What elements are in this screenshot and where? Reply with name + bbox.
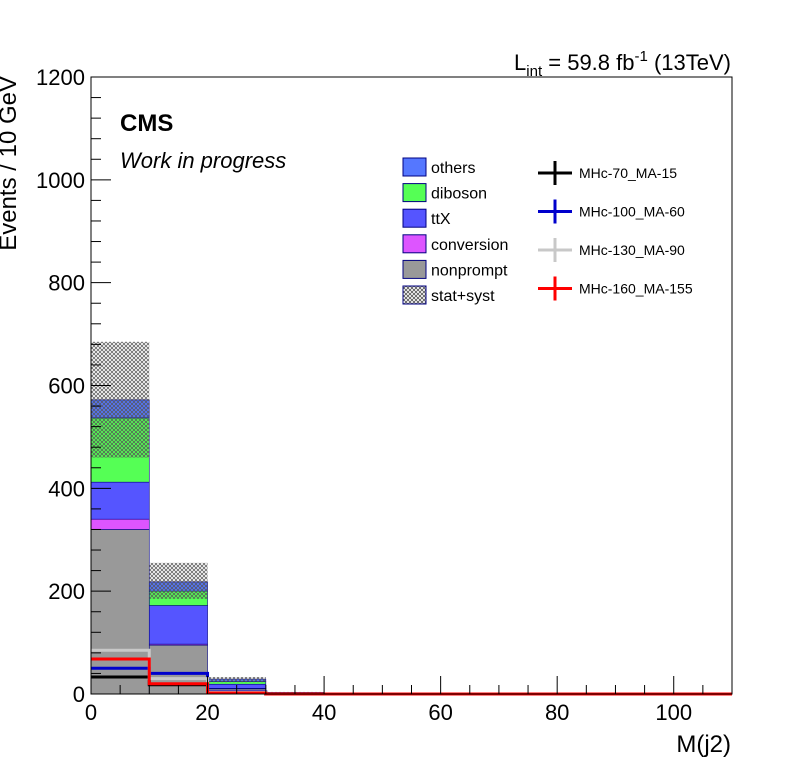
x-tick-label: 0 [85,700,97,725]
legend-swatch-diboson [402,183,427,203]
x-axis-title: M(j2) [676,731,731,758]
bar-ttx-bin-1 [148,605,208,645]
y-axis-title: Events / 10 GeV [0,76,22,251]
legend-label-ttx: ttX [431,211,451,228]
legend-label-mhc-100-ma-60: MHc-100_MA-60 [579,204,685,220]
legend-label-diboson: diboson [431,186,487,203]
legend-swatch-others [402,157,427,177]
y-tick-label: 1200 [36,65,85,90]
legend-swatch-ttx [402,208,427,228]
y-tick-label: 800 [48,271,85,296]
legend-label-mhc-160-ma-155: MHc-160_MA-155 [579,281,693,297]
bar-ttx-bin-0 [90,481,150,520]
legend-swatch-stat-syst [402,285,427,305]
uncertainty-bin-2 [207,677,266,683]
legend-swatch-conversion [402,234,427,254]
luminosity-label: Lint = 59.8 fb-1 (13TeV) [514,48,731,80]
axes: 0 200 400 600 800 1000 1200 0 20 40 60 80 100 [36,65,733,725]
x-tick-label: 60 [428,700,452,725]
work-in-progress-label: Work in progress [120,148,286,173]
y-tick-label: 400 [48,476,85,501]
legend-backgrounds: others diboson ttX conversion nonprompt stat+… [402,157,508,305]
uncertainty-bin-1 [149,562,208,599]
x-tick-label: 40 [312,700,336,725]
legend-label-conversion: conversion [431,237,508,254]
x-tick-label: 80 [545,700,569,725]
y-tick-label: 1000 [36,168,85,193]
uncertainty-bin-0 [91,341,150,458]
x-tick-label: 20 [195,700,219,725]
cms-label: CMS [120,110,173,137]
legend-label-mhc-70-ma-15: MHc-70_MA-15 [579,165,677,181]
y-tick-label: 200 [48,579,85,604]
legend-label-nonprompt: nonprompt [431,262,508,279]
legend-label-stat-syst: stat+syst [431,288,495,305]
bar-conversion-bin-0 [90,518,150,530]
uncertainty-band [91,341,325,693]
legend-swatch-nonprompt [402,259,427,279]
legend-label-others: others [431,160,475,177]
legend-label-mhc-130-ma-90: MHc-130_MA-90 [579,242,685,258]
y-tick-label: 600 [48,374,85,399]
legend-signals: MHc-70_MA-15 MHc-100_MA-60 MHc-130_MA-90 MH… [538,161,693,301]
x-tick-label: 100 [655,700,692,725]
y-tick-label: 0 [73,682,85,707]
